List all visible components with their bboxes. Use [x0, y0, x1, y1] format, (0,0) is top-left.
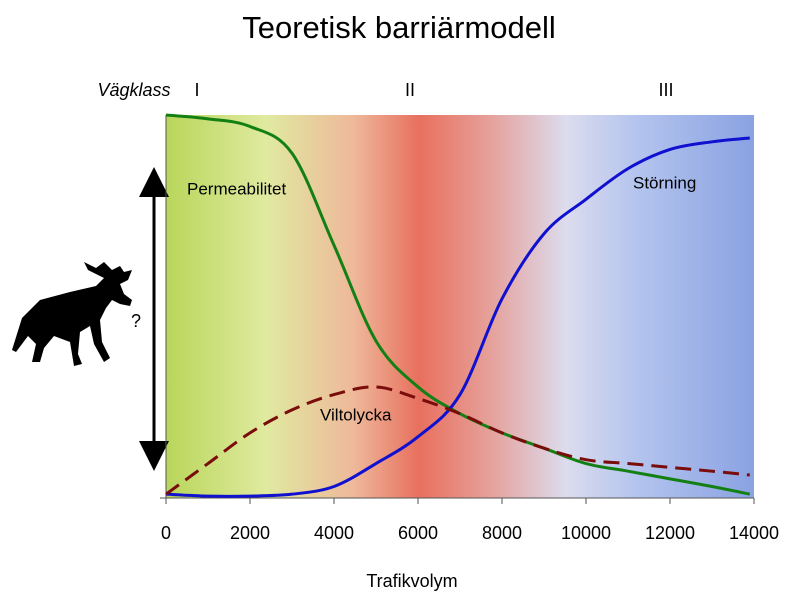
- moose-icon: [12, 262, 132, 366]
- x-tick-label: 8000: [482, 523, 522, 543]
- x-tick-label: 6000: [398, 523, 438, 543]
- x-axis-label: Trafikvolym: [366, 571, 457, 591]
- x-tick-label: 10000: [561, 523, 611, 543]
- series-line: [165, 385, 750, 496]
- annotation: ?: [131, 311, 141, 331]
- series-label: Viltolycka: [320, 405, 392, 424]
- series-label: Permeabilitet: [187, 179, 286, 198]
- x-tick-label: 14000: [729, 523, 779, 543]
- x-tick-label: 2000: [230, 523, 270, 543]
- road-class-label: Vägklass: [97, 80, 170, 100]
- road-class: I: [194, 80, 199, 100]
- x-tick-label: 12000: [645, 523, 695, 543]
- road-class: III: [658, 80, 673, 100]
- series-line: [165, 136, 750, 498]
- series-label: Störning: [633, 173, 696, 192]
- x-tick-label: 0: [161, 523, 171, 543]
- plot-background: [166, 115, 754, 498]
- road-class: II: [405, 80, 415, 100]
- x-tick-label: 4000: [314, 523, 354, 543]
- chart-title: Teoretisk barriärmodell: [242, 10, 556, 45]
